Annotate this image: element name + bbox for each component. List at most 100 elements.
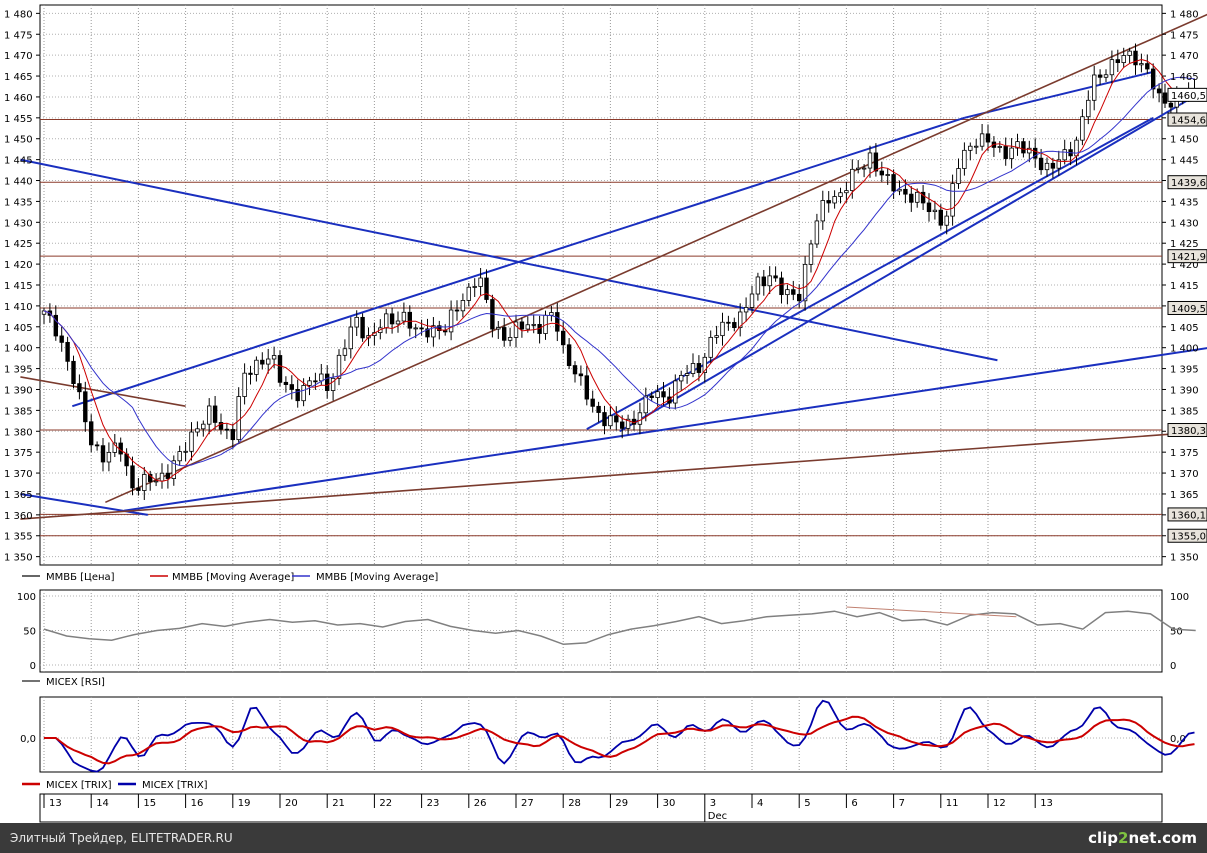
rsi-tick-left: 50: [23, 627, 36, 638]
price-label-box: [1167, 112, 1207, 127]
trix-panel: [39, 696, 1163, 773]
candle-body: [997, 146, 1002, 148]
y-tick-label-right: 1 425: [1170, 239, 1199, 250]
ma-slow-line: [43, 76, 1195, 467]
price-label-box: [1167, 507, 1207, 522]
x-tick-label: 13: [1040, 798, 1053, 809]
candle-body: [720, 321, 725, 337]
candle-body: [177, 451, 182, 462]
y-tick-label-left: 1 405: [4, 323, 33, 334]
candle-body: [153, 480, 159, 483]
candle-body: [53, 314, 58, 337]
candle-body: [106, 451, 112, 463]
candle-body: [407, 311, 412, 329]
candle-body: [425, 328, 430, 338]
y-tick-label-left: 1 470: [4, 51, 33, 62]
candle-body: [295, 389, 300, 402]
candle-body: [1103, 74, 1109, 78]
candle-body: [224, 428, 230, 431]
price-legend: ММВБ [Цена] ММВБ [Moving Average] ММВБ […: [22, 572, 438, 583]
candle-body: [856, 167, 861, 170]
candle-body: [708, 336, 713, 358]
legend-rsi: MICEX [RSI]: [46, 677, 105, 688]
y-tick-label-left: 1 365: [4, 490, 33, 501]
y-tick-label-left: 1 460: [4, 93, 33, 104]
candle-body: [472, 286, 477, 288]
y-tick-label-right: 1 445: [1170, 156, 1199, 167]
price-label-box: [1167, 300, 1207, 315]
x-month-label: Dec: [708, 811, 727, 822]
candle-body: [738, 311, 743, 329]
candle-body: [974, 145, 979, 148]
price-label-text: 1460,5: [1171, 91, 1206, 102]
legend-trix-1: MICEX [TRIX]: [46, 780, 112, 791]
candle-body: [726, 321, 731, 324]
candle-body: [183, 450, 188, 453]
candle-body: [1056, 159, 1061, 169]
candle-body: [944, 215, 949, 226]
y-tick-label-left: 1 450: [4, 135, 33, 146]
x-tick-label: 19: [238, 798, 251, 809]
price-label-text: 1380,3: [1171, 426, 1206, 437]
candle-body: [496, 327, 501, 330]
y-tick-label-right: 1 350: [1170, 553, 1199, 564]
candle-body: [920, 191, 926, 204]
candle-body: [779, 277, 784, 296]
legend-ma-slow: ММВБ [Moving Average]: [316, 572, 438, 583]
candle-body: [89, 421, 94, 446]
candle-body: [791, 289, 796, 295]
candle-body: [950, 183, 955, 217]
candle-body: [431, 325, 436, 338]
y-tick-label-left: 1 400: [4, 344, 33, 355]
price-label-box: [1167, 87, 1207, 102]
candle-body: [596, 405, 601, 413]
price-label-text: 1360,1: [1171, 510, 1206, 521]
candle-body: [767, 275, 772, 287]
x-tick-label: 4: [757, 798, 763, 809]
candle-body: [195, 428, 200, 433]
candle-body: [962, 149, 967, 169]
candle-body: [808, 243, 814, 265]
y-tick-label-left: 1 355: [4, 532, 33, 543]
candle-body: [83, 391, 88, 423]
y-tick-label-right: 1 375: [1170, 448, 1199, 459]
y-tick-label-left: 1 360: [4, 511, 33, 522]
candle-body: [1162, 92, 1168, 104]
y-tick-label-left: 1 395: [4, 365, 33, 376]
candle-body: [909, 193, 914, 203]
candle-body: [749, 293, 755, 308]
candle-body: [1168, 102, 1174, 108]
trend-line: [20, 376, 186, 407]
candle-body: [301, 385, 306, 402]
x-tick-label: 5: [804, 798, 810, 809]
rsi-tick-left: 0: [30, 661, 36, 672]
candle-body: [401, 311, 407, 322]
candle-body: [277, 355, 283, 383]
candle-body: [413, 327, 418, 330]
candle-body: [926, 202, 932, 213]
candle-body: [968, 145, 973, 151]
candle-body: [478, 277, 483, 287]
candle-body: [1121, 55, 1126, 64]
y-tick-label-left: 1 350: [4, 553, 33, 564]
x-tick-label: 30: [663, 798, 676, 809]
y-tick-label-left: 1 445: [4, 156, 33, 167]
trend-line: [72, 116, 965, 408]
candle-body: [572, 365, 578, 375]
y-tick-label-right: 1 370: [1170, 469, 1199, 480]
candle-body: [1003, 146, 1008, 159]
candle-body: [437, 325, 442, 331]
candle-body: [696, 363, 702, 373]
price-label-text: 1454,6: [1171, 116, 1206, 127]
y-tick-label-right: 1 435: [1170, 197, 1199, 208]
candle-body: [454, 309, 460, 312]
candle-body: [1097, 74, 1103, 78]
y-tick-label-left: 1 375: [4, 448, 33, 459]
candle-body: [1009, 147, 1014, 159]
y-tick-label-left: 1 465: [4, 72, 33, 83]
candle-body: [1050, 162, 1056, 169]
legend-ma-fast: ММВБ [Moving Average]: [172, 572, 294, 583]
candle-body: [578, 373, 584, 377]
trend-line: [105, 13, 1207, 504]
candle-body: [448, 309, 454, 333]
